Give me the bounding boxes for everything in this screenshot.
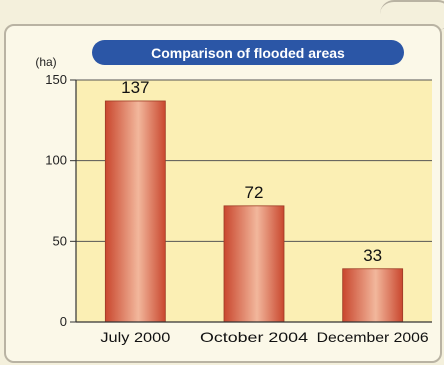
data-label-1: 72 (245, 183, 264, 202)
frame-tab-edge (380, 0, 444, 30)
x-tick-label-2: December 2006 (317, 329, 429, 345)
y-tick-label-150: 150 (45, 72, 67, 87)
y-axis-ticks: 0 50 100 150 (45, 72, 76, 329)
bar-0 (104, 100, 166, 323)
chart-title-badge (92, 40, 404, 65)
bar-1 (223, 205, 285, 323)
y-tick-label-50: 50 (53, 233, 67, 248)
bars (104, 100, 404, 323)
x-axis-labels: July 2000 October 2004 December 2006 (100, 329, 429, 345)
x-tick-label-1: October 2004 (200, 329, 308, 345)
data-label-2: 33 (363, 246, 382, 265)
bar-2 (342, 268, 404, 323)
y-axis-unit: (ha) (35, 55, 56, 69)
chart-title: Comparison of flooded areas (151, 45, 345, 61)
data-label-0: 137 (121, 78, 149, 97)
data-labels: 137 72 33 (121, 78, 382, 265)
x-tick-label-0: July 2000 (100, 329, 170, 345)
y-tick-label-100: 100 (45, 153, 67, 168)
y-tick-label-0: 0 (60, 314, 67, 329)
